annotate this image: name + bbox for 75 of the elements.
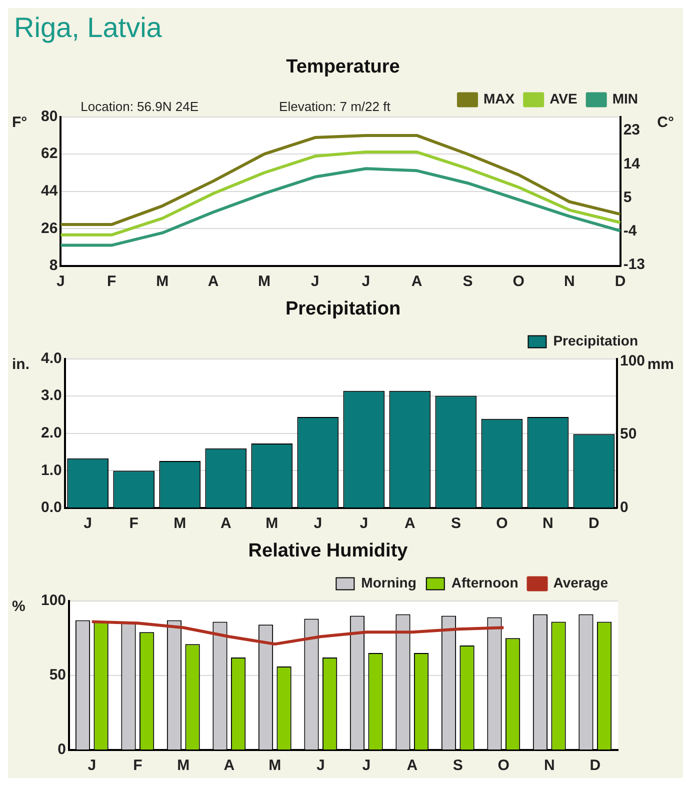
x-tick-label: J [88,757,96,774]
chart-title: Relative Humidity [248,540,408,562]
y-axis-title: % [12,598,26,615]
y-tick-label: 2.0 [40,424,62,442]
y-tick-label: 8 [49,257,58,274]
x-tick-label: O [512,273,525,290]
x-tick-label: F [106,273,116,290]
legend-label: MAX [483,90,516,107]
chart-title: Precipitation [285,298,401,320]
y-tick-label: 44 [40,182,58,200]
y-tick-label: 50 [49,666,66,684]
x-tick-label: M [177,757,190,774]
x-tick-label: S [450,515,461,532]
legend-label: Afternoon [451,574,518,591]
x-tick-label: M [258,273,270,290]
legend-label: Morning [361,574,416,591]
y2-axis-title: C° [657,114,674,131]
x-tick-label: A [404,515,416,532]
y2-tick-label: 23 [623,122,640,139]
x-tick-label: O [498,757,510,774]
x-tick-label: O [496,515,508,532]
x-tick-label: M [268,757,282,774]
x-tick-label: A [406,757,418,774]
x-tick-label: M [174,515,186,532]
x-tick-label: N [544,757,555,774]
y-tick-label: 80 [40,108,58,125]
x-tick-label: M [266,515,278,532]
y-tick-label: 62 [40,145,58,162]
y-axis-title: F° [12,114,28,131]
y2-tick-label: 50 [620,426,637,443]
x-tick-label: A [220,515,232,532]
y-tick-label: 0 [58,741,66,758]
x-tick-label: A [224,757,235,774]
y2-tick-label: -13 [623,256,646,274]
x-tick-label: D [588,515,600,532]
text: Riga, Latvia [13,11,163,45]
y2-tick-label: 100 [620,352,646,370]
x-tick-label: S [462,273,473,290]
y-axis-title: in. [12,356,30,373]
text: Elevation: 7 m/22 ft [279,98,391,114]
y2-tick-label: -4 [623,222,638,240]
legend-label: Average [553,574,608,591]
x-tick-label: D [590,757,601,774]
x-tick-label: N [542,515,554,532]
x-tick-label: A [208,273,219,290]
x-tick-label: F [133,757,142,774]
y2-tick-label: 14 [623,155,641,172]
x-tick-label: S [452,757,463,774]
x-tick-label: J [84,515,92,532]
x-tick-label: J [362,273,370,290]
x-tick-label: A [411,273,422,290]
x-tick-label: J [314,515,322,532]
legend-label: MIN [612,90,638,107]
x-tick-label: J [360,515,368,532]
y-tick-label: 1.0 [40,462,62,479]
x-tick-label: J [316,757,325,774]
y-tick-label: 100 [40,592,66,609]
x-tick-label: D [614,273,626,290]
text: Location: 56.9N 24E [80,98,199,114]
y2-axis-title: mm [647,356,674,373]
y-tick-label: 0.0 [40,499,62,516]
y2-tick-label: 5 [623,188,632,206]
x-tick-label: J [310,273,320,290]
y2-tick-label: 0 [620,499,628,516]
legend-label: AVE [550,90,578,107]
x-tick-label: M [156,273,169,290]
legend-label: Precipitation [553,332,638,349]
x-tick-label: F [129,515,138,532]
y-tick-label: 26 [40,220,58,237]
x-tick-label: N [564,273,575,290]
chart-title: Temperature [286,56,400,78]
y-tick-label: 3.0 [40,387,62,404]
x-tick-label: J [56,273,65,290]
x-tick-label: J [362,757,371,774]
y-tick-label: 4.0 [40,350,62,367]
